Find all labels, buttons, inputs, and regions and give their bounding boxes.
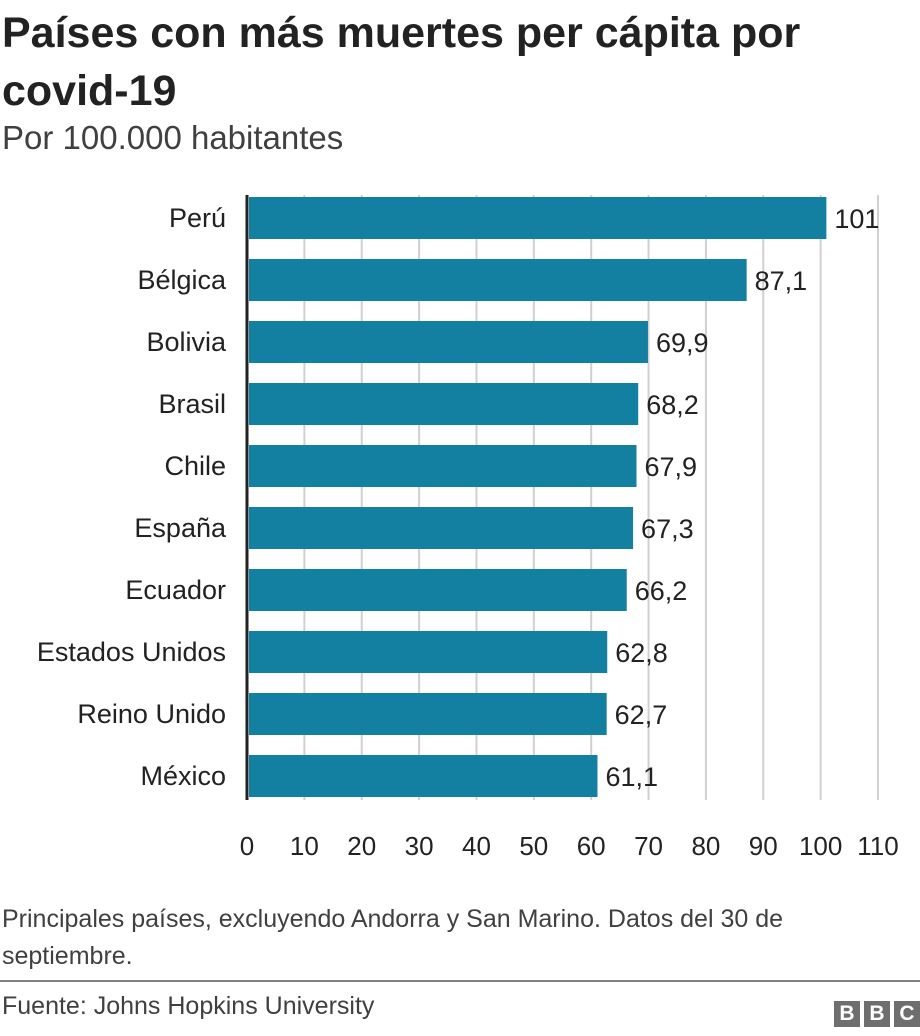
x-tick-label: 20 (347, 831, 376, 861)
x-tick-label: 60 (577, 831, 606, 861)
category-label: Ecuador (125, 575, 226, 605)
bar (249, 569, 627, 611)
x-tick-label: 70 (634, 831, 663, 861)
chart-subtitle: Por 100.000 habitantes (2, 119, 344, 156)
data-label: 62,7 (615, 700, 668, 730)
x-tick-label: 0 (240, 831, 254, 861)
bar (249, 755, 598, 797)
x-tick-label: 40 (462, 831, 491, 861)
bar (249, 693, 607, 735)
x-tick-label: 50 (519, 831, 548, 861)
bbc-logo-letter: B (864, 1001, 890, 1027)
category-label: Bélgica (137, 265, 227, 295)
data-label: 68,2 (646, 390, 699, 420)
data-label: 66,2 (635, 576, 688, 606)
category-label: Bolivia (146, 327, 227, 357)
category-label: Brasil (158, 389, 226, 419)
chart-note: Principales países, excluyendo Andorra y… (2, 905, 784, 970)
data-label: 87,1 (755, 266, 808, 296)
data-label: 101 (834, 204, 879, 234)
x-tick-label: 30 (405, 831, 434, 861)
bar (249, 197, 827, 239)
bar (249, 321, 648, 363)
category-label: México (140, 761, 226, 791)
bar (249, 445, 637, 487)
data-label: 69,9 (656, 328, 709, 358)
bbc-logo-letter: C (894, 1001, 920, 1027)
bar (249, 631, 608, 673)
x-tick-label: 80 (691, 831, 720, 861)
bar (249, 507, 634, 549)
x-tick-label: 90 (749, 831, 778, 861)
data-label: 61,1 (605, 762, 658, 792)
category-label: Perú (169, 203, 226, 233)
bar (249, 259, 747, 301)
x-tick-label: 110 (857, 831, 898, 861)
x-tick-label: 100 (799, 831, 842, 861)
bar (249, 383, 639, 425)
bbc-logo: B B C (834, 1001, 920, 1027)
data-label: 67,3 (641, 514, 694, 544)
category-label: Reino Unido (77, 699, 226, 729)
category-label: Chile (164, 451, 226, 481)
bar-chart: 0 10 20 30 40 50 60 70 80 90 100 110 Perú 101 Bélgica 8… (37, 195, 899, 861)
footer-divider (0, 980, 920, 982)
bbc-logo-letter: B (834, 1001, 860, 1027)
source-text: Fuente: Johns Hopkins University (2, 992, 375, 1020)
category-label: España (134, 513, 227, 543)
data-label: 62,8 (615, 638, 668, 668)
data-label: 67,9 (644, 452, 697, 482)
chart-title: Países con más muertes per cápita por co… (2, 9, 801, 115)
category-label: Estados Unidos (37, 637, 226, 667)
x-tick-label: 10 (290, 831, 319, 861)
